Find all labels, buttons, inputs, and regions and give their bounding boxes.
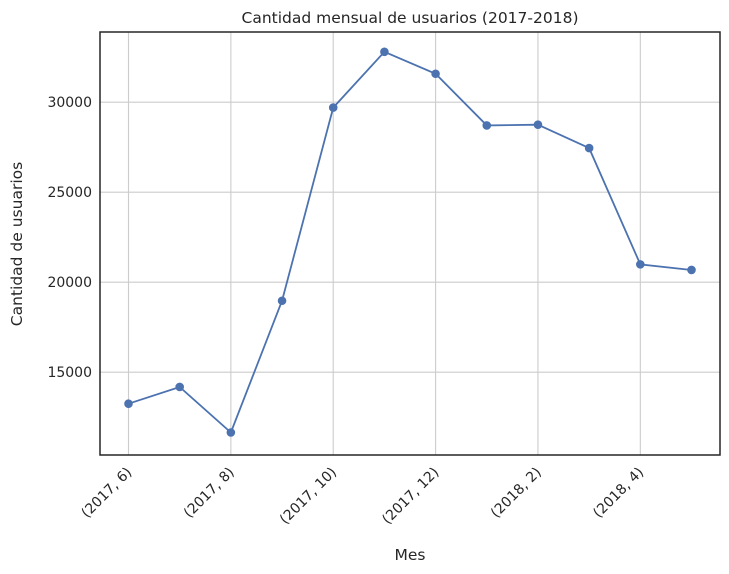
data-point — [277, 296, 287, 306]
data-point — [636, 260, 645, 269]
x-tick-label: (2018, 2) — [488, 465, 545, 522]
x-axis-label: Mes — [395, 546, 426, 564]
x-tick-label: (2017, 12) — [379, 465, 442, 528]
data-point — [687, 265, 696, 275]
y-axis-ticks: 15000 20000 25000 30000 — [47, 95, 92, 381]
x-axis-ticks: (2017, 6) (2017, 8) (2017, 10) (2017, 12) (2… — [78, 465, 647, 528]
x-tick-label: (2017, 6) — [78, 465, 135, 522]
x-tick-label: (2017, 10) — [277, 465, 340, 528]
plot-frame — [99, 31, 721, 456]
y-tick-label: 20000 — [47, 275, 92, 291]
data-point — [380, 47, 389, 57]
series-line — [128, 50, 692, 435]
data-point — [124, 399, 133, 409]
series-group — [124, 47, 696, 437]
y-axis-label: Cantidad de usuarios — [8, 162, 26, 326]
data-point — [533, 120, 543, 129]
chart-title: Cantidad mensual de usuarios (2017-2018) — [242, 9, 579, 27]
y-tick-label: 25000 — [47, 185, 92, 201]
x-tick-label: (2017, 8) — [181, 465, 238, 522]
grid — [100, 32, 720, 455]
data-point — [328, 103, 338, 112]
y-tick-label: 15000 — [47, 365, 92, 381]
data-point — [431, 69, 440, 79]
data-point — [482, 121, 492, 130]
data-point — [226, 428, 236, 437]
data-point — [175, 382, 184, 392]
x-tick-label: (2018, 4) — [590, 465, 647, 522]
y-tick-label: 30000 — [47, 95, 92, 111]
data-point — [584, 143, 594, 153]
